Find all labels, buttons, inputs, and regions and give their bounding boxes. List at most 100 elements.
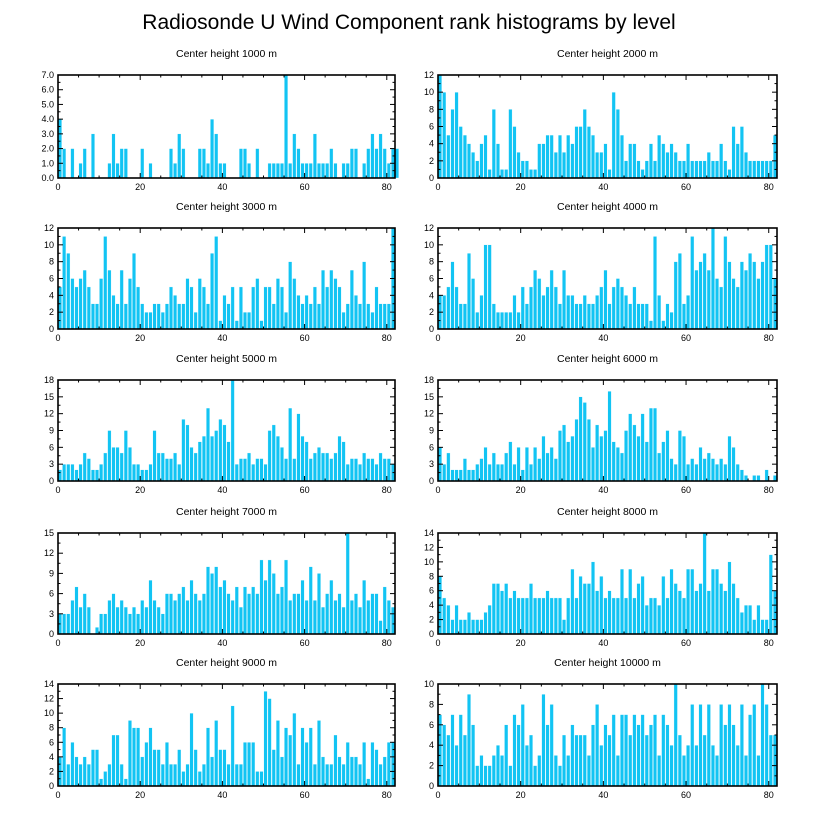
- bar: [661, 714, 666, 787]
- bar: [690, 458, 695, 482]
- panel-title: Center height 1000 m: [176, 48, 277, 60]
- y-tick-label: 7.0: [41, 70, 54, 80]
- bar: [127, 613, 132, 635]
- bar: [446, 286, 451, 330]
- bar: [516, 724, 521, 787]
- bar: [706, 704, 711, 787]
- bar: [591, 724, 595, 787]
- bar: [325, 452, 330, 482]
- y-tick-label: 12: [424, 409, 434, 419]
- bar: [735, 597, 740, 635]
- bar: [768, 160, 773, 179]
- bar: [533, 447, 538, 482]
- bar: [341, 606, 346, 635]
- bar: [541, 143, 546, 179]
- bar: [296, 413, 301, 482]
- bar: [566, 295, 571, 330]
- bar: [255, 278, 260, 330]
- bar: [682, 597, 686, 635]
- bar: [111, 593, 116, 635]
- panel-9: Center height 9000 m 0 20 40 60 80 0 2 4 6 8 10 12 14: [44, 657, 396, 800]
- bar: [321, 269, 326, 330]
- bar: [132, 253, 136, 330]
- bar: [378, 763, 383, 787]
- bar: [545, 286, 550, 330]
- bar: [292, 278, 297, 330]
- bar: [599, 576, 604, 635]
- bar: [156, 749, 161, 787]
- y-tick-label: 8: [49, 723, 54, 733]
- bar: [82, 756, 87, 787]
- bar: [226, 763, 231, 787]
- bar: [82, 452, 87, 482]
- bar: [226, 593, 231, 635]
- bar: [615, 597, 620, 635]
- bar: [333, 734, 338, 787]
- bar: [189, 447, 194, 482]
- bar: [669, 745, 674, 787]
- bar: [607, 391, 612, 482]
- bar: [280, 586, 284, 635]
- bar: [595, 295, 600, 330]
- bar: [727, 704, 732, 787]
- x-tick-label: 0: [435, 638, 440, 648]
- bar: [333, 278, 338, 330]
- bar: [772, 475, 777, 482]
- bar: [386, 303, 391, 330]
- bar: [462, 303, 467, 330]
- bar: [512, 295, 517, 330]
- bar: [698, 583, 703, 635]
- bar: [173, 600, 178, 635]
- bar: [574, 734, 579, 787]
- bar: [255, 148, 260, 179]
- bar: [694, 590, 699, 635]
- bar: [378, 452, 383, 482]
- bar: [462, 458, 467, 482]
- bar: [624, 430, 629, 482]
- bar: [185, 763, 190, 787]
- bar: [366, 148, 371, 179]
- bar: [591, 134, 595, 179]
- bar: [669, 458, 674, 482]
- bar: [657, 755, 662, 787]
- bar: [107, 269, 112, 330]
- y-tick-label: 2.0: [41, 144, 54, 154]
- bar: [636, 583, 641, 635]
- panel-title: Center height 9000 m: [176, 657, 277, 669]
- bar: [300, 579, 305, 635]
- bar: [636, 303, 641, 330]
- x-tick-label: 60: [681, 638, 691, 648]
- bar: [345, 163, 350, 179]
- bar: [702, 532, 707, 635]
- bar: [189, 712, 194, 787]
- y-tick-label: 8: [429, 257, 434, 267]
- bar: [312, 763, 317, 787]
- bar: [694, 269, 699, 330]
- x-tick-label: 0: [55, 333, 60, 343]
- bar: [271, 424, 276, 482]
- bar: [144, 742, 149, 787]
- bar: [471, 619, 476, 635]
- bar: [549, 447, 554, 482]
- bar: [325, 286, 330, 330]
- figure-title: Radiosonde U Wind Component rank histogr…: [142, 11, 675, 34]
- bar: [764, 704, 769, 787]
- bar: [772, 134, 777, 179]
- y-tick-label: 12: [44, 223, 54, 233]
- y-tick-label: 1.0: [41, 158, 54, 168]
- bar: [267, 430, 272, 482]
- bar: [458, 126, 463, 179]
- bar: [111, 447, 116, 482]
- bar: [243, 311, 247, 330]
- y-tick-label: 4.0: [41, 114, 54, 124]
- bars: [438, 532, 777, 635]
- bar: [230, 379, 235, 482]
- bar: [296, 593, 301, 635]
- bar: [259, 771, 264, 787]
- bars: [438, 683, 777, 787]
- x-tick-label: 20: [135, 790, 145, 800]
- bar: [665, 597, 670, 635]
- bar: [247, 311, 252, 330]
- bar: [694, 160, 699, 179]
- bar: [628, 143, 633, 179]
